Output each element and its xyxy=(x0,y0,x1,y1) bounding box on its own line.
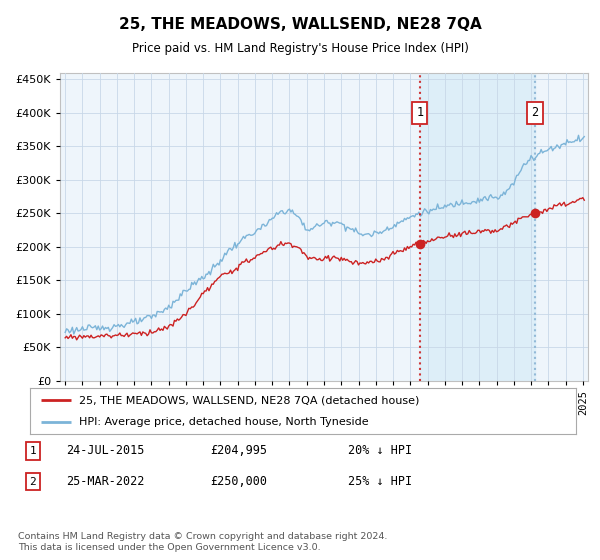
Text: 24-JUL-2015: 24-JUL-2015 xyxy=(66,444,145,458)
Text: HPI: Average price, detached house, North Tyneside: HPI: Average price, detached house, Nort… xyxy=(79,417,369,427)
Text: 2: 2 xyxy=(531,106,538,119)
Text: 1: 1 xyxy=(29,446,37,456)
Text: 25, THE MEADOWS, WALLSEND, NE28 7QA: 25, THE MEADOWS, WALLSEND, NE28 7QA xyxy=(119,17,481,32)
Text: Contains HM Land Registry data © Crown copyright and database right 2024.
This d: Contains HM Land Registry data © Crown c… xyxy=(18,532,388,552)
Text: Price paid vs. HM Land Registry's House Price Index (HPI): Price paid vs. HM Land Registry's House … xyxy=(131,42,469,55)
Text: £250,000: £250,000 xyxy=(210,475,267,488)
Text: 1: 1 xyxy=(416,106,424,119)
Text: 20% ↓ HPI: 20% ↓ HPI xyxy=(348,444,412,458)
Text: 2: 2 xyxy=(29,477,37,487)
Bar xyxy=(420,73,535,381)
Text: 25-MAR-2022: 25-MAR-2022 xyxy=(66,475,145,488)
Text: 25, THE MEADOWS, WALLSEND, NE28 7QA (detached house): 25, THE MEADOWS, WALLSEND, NE28 7QA (det… xyxy=(79,395,419,405)
Text: 25% ↓ HPI: 25% ↓ HPI xyxy=(348,475,412,488)
Text: £204,995: £204,995 xyxy=(210,444,267,458)
